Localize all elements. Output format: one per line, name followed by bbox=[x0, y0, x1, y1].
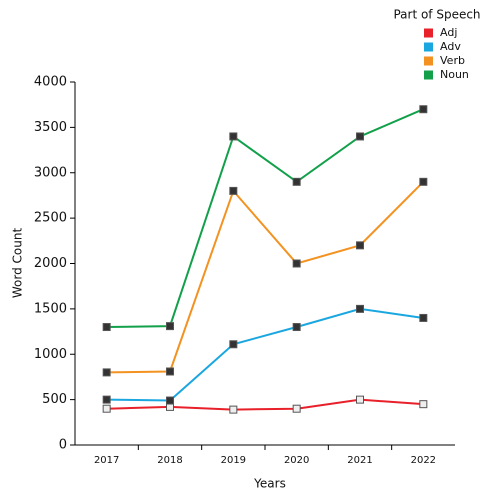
y-tick-label: 3000 bbox=[34, 165, 67, 180]
marker bbox=[102, 323, 111, 332]
x-tick-label: 2020 bbox=[284, 455, 309, 466]
marker bbox=[166, 367, 174, 376]
series-line bbox=[106, 307, 424, 402]
series-line bbox=[106, 181, 425, 374]
marker bbox=[292, 177, 301, 186]
x-tick-label: 2017 bbox=[94, 455, 119, 466]
marker bbox=[229, 132, 238, 141]
y-tick-label: 0 bbox=[59, 438, 67, 453]
series-line bbox=[106, 398, 424, 411]
legend-title: Part of Speech bbox=[393, 8, 480, 22]
legend-swatch bbox=[424, 56, 433, 66]
marker bbox=[102, 395, 111, 404]
marker bbox=[229, 405, 238, 414]
y-tick-label: 500 bbox=[42, 392, 67, 407]
legend-swatch bbox=[424, 42, 433, 52]
y-tick-label: 1500 bbox=[34, 301, 67, 316]
x-tick-label: 2021 bbox=[347, 455, 372, 466]
marker bbox=[356, 304, 364, 313]
marker bbox=[229, 340, 238, 349]
legend-swatch bbox=[424, 28, 433, 38]
marker bbox=[292, 259, 301, 268]
y-tick-label: 1000 bbox=[34, 347, 67, 362]
marker bbox=[356, 132, 364, 141]
marker bbox=[419, 400, 428, 409]
marker bbox=[356, 241, 364, 250]
legend-label: Adv bbox=[440, 40, 461, 53]
x-tick-label: 2019 bbox=[221, 455, 246, 466]
x-axis-title: Years bbox=[253, 477, 286, 491]
y-tick-label: 2000 bbox=[34, 256, 67, 271]
series-line bbox=[106, 108, 424, 329]
marker bbox=[102, 404, 111, 413]
marker bbox=[356, 395, 364, 404]
y-axis-title: Word Count bbox=[11, 228, 25, 299]
y-tick-label: 4000 bbox=[34, 75, 67, 90]
marker bbox=[229, 186, 238, 195]
marker bbox=[419, 177, 428, 186]
marker bbox=[419, 313, 428, 322]
x-tick-label: 2022 bbox=[411, 455, 436, 466]
legend-label: Adj bbox=[440, 26, 457, 39]
legend-label: Verb bbox=[440, 54, 465, 67]
x-tick-label: 2018 bbox=[157, 455, 182, 466]
marker bbox=[166, 322, 174, 331]
marker bbox=[102, 368, 111, 377]
legend-label: Noun bbox=[440, 68, 469, 81]
legend-swatch bbox=[424, 70, 433, 80]
marker bbox=[419, 105, 428, 114]
marker bbox=[292, 404, 301, 413]
marker bbox=[292, 323, 301, 332]
marker bbox=[166, 396, 174, 405]
y-tick-label: 2500 bbox=[34, 211, 67, 226]
y-tick-label: 3500 bbox=[34, 120, 67, 135]
